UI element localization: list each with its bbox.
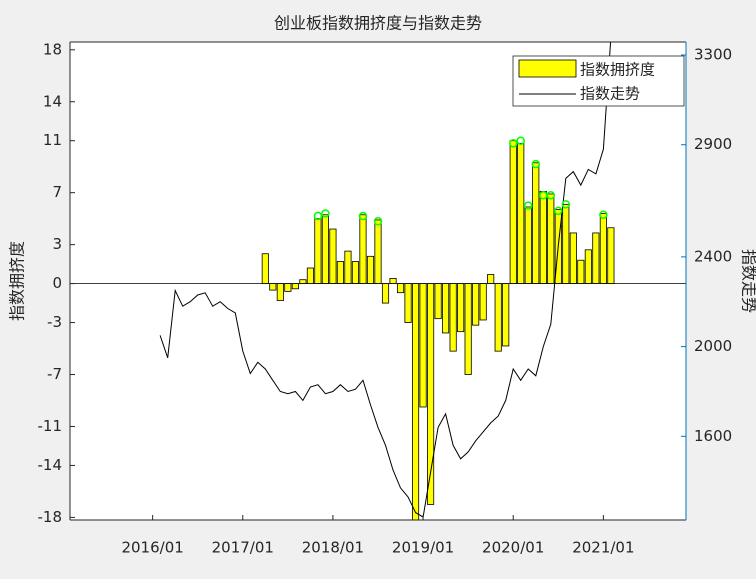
chart-title: 创业板指数拥挤度与指数走势 xyxy=(274,14,482,33)
y-tick-label: -11 xyxy=(38,417,63,435)
bar xyxy=(321,214,329,284)
bar xyxy=(291,283,299,290)
bar xyxy=(494,283,502,352)
y-tick-label: 7 xyxy=(52,183,62,201)
bar xyxy=(344,250,352,284)
marker xyxy=(516,136,525,145)
marker xyxy=(313,211,323,221)
bar xyxy=(599,213,607,284)
y-tick-label: 3 xyxy=(52,235,62,253)
bar xyxy=(269,283,277,291)
y-tick-label: -3 xyxy=(47,313,62,331)
bar xyxy=(592,232,600,284)
marker xyxy=(554,206,563,216)
y-tick-label: 0 xyxy=(52,274,62,292)
y-tick-label: -14 xyxy=(38,456,63,474)
y-tick-label: 11 xyxy=(43,131,62,149)
bar xyxy=(261,253,269,284)
marker xyxy=(599,210,608,220)
marker xyxy=(523,201,533,210)
bar xyxy=(419,283,427,408)
marker xyxy=(373,217,383,226)
marker xyxy=(531,159,541,169)
y2-tick-label: 1600 xyxy=(694,427,732,445)
plot-layer xyxy=(70,42,686,520)
x-tick-label: 2021/01 xyxy=(572,539,634,557)
x-tick-label: 2020/01 xyxy=(482,539,544,557)
legend-label: 指数走势 xyxy=(580,85,640,103)
bar xyxy=(434,283,442,320)
bar xyxy=(381,283,390,304)
marker xyxy=(321,209,330,218)
marker xyxy=(358,211,368,221)
bar xyxy=(584,249,592,284)
bar xyxy=(276,283,284,301)
bar xyxy=(389,278,397,284)
marker xyxy=(508,139,518,148)
bar xyxy=(449,283,457,352)
bar xyxy=(442,283,450,334)
bar xyxy=(336,261,344,284)
bar xyxy=(404,283,412,323)
bar xyxy=(351,261,360,284)
y2-tick-label: 2900 xyxy=(694,135,732,153)
bar xyxy=(502,283,510,347)
legend-label: 指数拥挤度 xyxy=(580,61,655,79)
bar xyxy=(479,283,487,321)
bar xyxy=(562,203,570,284)
index-line xyxy=(159,42,612,518)
bar xyxy=(577,259,585,284)
bar xyxy=(457,283,465,333)
bar xyxy=(539,190,547,284)
x-tick-label: 2016/01 xyxy=(121,539,183,557)
y-tick-label: 14 xyxy=(43,92,62,110)
y2-tick-label: 3300 xyxy=(694,46,732,64)
bar xyxy=(359,214,367,284)
bar xyxy=(412,283,420,520)
bar xyxy=(517,142,525,284)
bar xyxy=(509,140,517,284)
y-tick-label: -18 xyxy=(38,508,63,526)
x-tick-label: 2018/01 xyxy=(302,539,364,557)
y-tick-label: -7 xyxy=(47,365,62,383)
marker xyxy=(546,191,556,200)
bar xyxy=(569,232,577,284)
bar xyxy=(396,283,405,294)
bar xyxy=(607,227,615,284)
legend-swatch xyxy=(518,59,577,78)
x-tick-label: 2019/01 xyxy=(392,539,454,557)
bar xyxy=(299,279,307,284)
bar xyxy=(532,162,540,284)
bar xyxy=(284,283,292,292)
bar xyxy=(306,267,314,284)
bar xyxy=(547,193,555,284)
bar xyxy=(374,219,382,284)
marker xyxy=(561,200,571,209)
y2-tick-label: 2400 xyxy=(694,247,732,265)
x-tick-label: 2017/01 xyxy=(212,539,274,557)
bar xyxy=(464,283,472,375)
bar xyxy=(524,206,532,284)
bar xyxy=(366,255,375,284)
bar xyxy=(314,218,322,284)
y2-tick-label: 2000 xyxy=(694,337,732,355)
y-tick-label: 18 xyxy=(43,40,62,58)
y-axis-label: 指数拥挤度 xyxy=(8,241,27,321)
y2-axis-label: 指数走势 xyxy=(740,249,756,313)
bar xyxy=(487,274,495,284)
bar xyxy=(329,228,337,284)
bar xyxy=(472,283,480,326)
